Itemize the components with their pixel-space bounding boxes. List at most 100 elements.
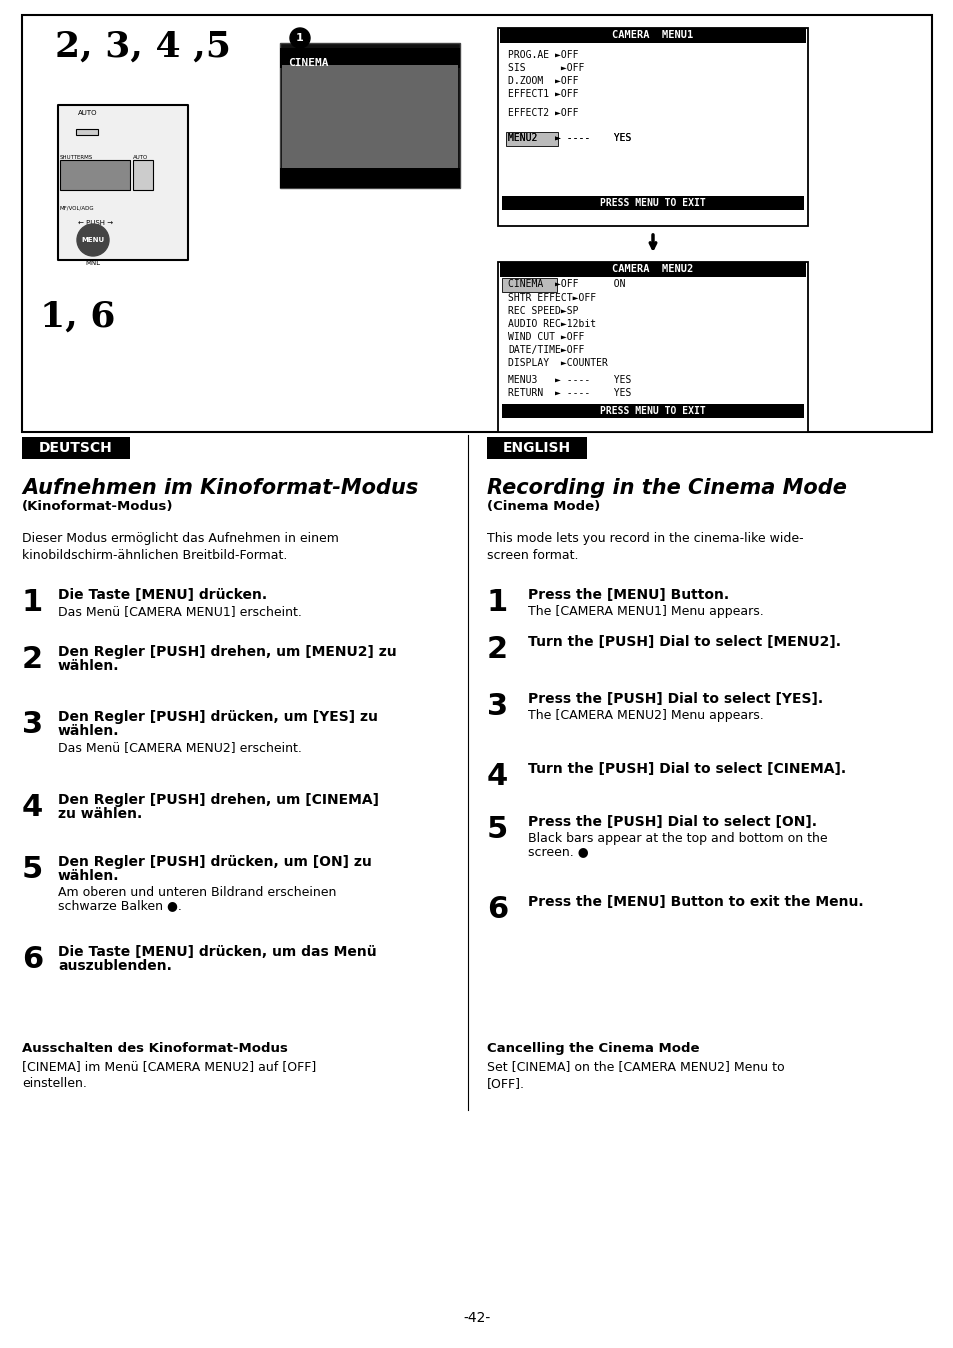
Text: Den Regler [PUSH] drehen, um [MENU2] zu: Den Regler [PUSH] drehen, um [MENU2] zu [58,644,396,659]
Text: AUTO: AUTO [78,111,97,116]
Bar [60,160,130,190]
Text: Am oberen und unteren Bildrand erscheinen: Am oberen und unteren Bildrand erscheine… [58,886,336,899]
Text: EFFECT1 ►OFF: EFFECT1 ►OFF [507,89,578,98]
Text: 1, 6: 1, 6 [40,301,115,334]
Text: 6: 6 [22,945,43,975]
Bar [486,437,586,460]
Text: -42-: -42- [463,1312,490,1325]
Text: Press the [PUSH] Dial to select [ON].: Press the [PUSH] Dial to select [ON]. [527,816,816,829]
Text: screen. ●: screen. ● [527,845,588,857]
Text: MNL: MNL [86,260,100,266]
Bar [280,43,459,187]
Text: Set [CINEMA] on the [CAMERA MENU2] Menu to
[OFF].: Set [CINEMA] on the [CAMERA MENU2] Menu … [486,1060,783,1091]
Text: Dieser Modus ermöglicht das Aufnehmen in einem
kinobildschirm-ähnlichen Breitbil: Dieser Modus ermöglicht das Aufnehmen in… [22,532,338,562]
Text: WIND CUT ►OFF: WIND CUT ►OFF [507,332,584,342]
Text: Den Regler [PUSH] drücken, um [YES] zu: Den Regler [PUSH] drücken, um [YES] zu [58,710,377,724]
Text: 4: 4 [22,793,43,822]
Text: 4: 4 [486,762,508,791]
Text: Turn the [PUSH] Dial to select [MENU2].: Turn the [PUSH] Dial to select [MENU2]. [527,635,841,648]
Bar [282,65,457,168]
Bar [132,160,152,190]
Text: 3: 3 [486,692,508,721]
Text: 6: 6 [486,895,508,923]
Text: Aufnehmen im Kinoformat-Modus: Aufnehmen im Kinoformat-Modus [22,479,417,497]
Text: (Cinema Mode): (Cinema Mode) [486,500,599,514]
Text: REC SPEED►SP: REC SPEED►SP [507,306,578,315]
Text: Press the [PUSH] Dial to select [YES].: Press the [PUSH] Dial to select [YES]. [527,692,822,706]
Text: CAMERA  MENU2: CAMERA MENU2 [612,264,693,274]
Text: ENGLISH: ENGLISH [502,441,571,456]
Text: 1: 1 [22,588,43,617]
Text: This mode lets you record in the cinema-like wide-
screen format.: This mode lets you record in the cinema-… [486,532,802,562]
Circle shape [77,224,109,256]
Text: Ausschalten des Kinoformat-Modus: Ausschalten des Kinoformat-Modus [22,1042,288,1055]
Bar [499,262,805,276]
Bar [499,28,805,43]
Text: 5: 5 [22,855,43,884]
Text: CINEMA  ►OFF      ON: CINEMA ►OFF ON [507,279,625,288]
Bar [497,28,807,226]
Text: Turn the [PUSH] Dial to select [CINEMA].: Turn the [PUSH] Dial to select [CINEMA]. [527,762,845,776]
Text: The [CAMERA MENU1] Menu appears.: The [CAMERA MENU1] Menu appears. [527,605,763,617]
Text: DATE/TIME►OFF: DATE/TIME►OFF [507,345,584,355]
Text: 1: 1 [486,588,508,617]
Text: D.ZOOM  ►OFF: D.ZOOM ►OFF [507,75,578,86]
Text: Den Regler [PUSH] drücken, um [ON] zu: Den Regler [PUSH] drücken, um [ON] zu [58,855,372,869]
Text: (Kinoformat-Modus): (Kinoformat-Modus) [22,500,173,514]
Bar [501,195,803,210]
Text: RETURN  ► ----    YES: RETURN ► ---- YES [507,388,631,398]
Text: Das Menü [CAMERA MENU2] erscheint.: Das Menü [CAMERA MENU2] erscheint. [58,741,301,754]
Text: wählen.: wählen. [58,869,119,883]
Text: CINEMA: CINEMA [288,58,328,67]
Text: PRESS MENU TO EXIT: PRESS MENU TO EXIT [599,406,705,417]
Bar [501,404,803,418]
Text: 2: 2 [486,635,508,665]
Bar [22,437,130,460]
Bar [22,15,931,431]
Text: 2, 3, 4 ,5: 2, 3, 4 ,5 [55,30,231,63]
Text: 2: 2 [22,644,43,674]
Text: The [CAMERA MENU2] Menu appears.: The [CAMERA MENU2] Menu appears. [527,709,763,723]
Text: Press the [MENU] Button to exit the Menu.: Press the [MENU] Button to exit the Menu… [527,895,862,909]
Bar [76,129,98,135]
Text: 5: 5 [486,816,508,844]
Text: MENU2   ► ----    YES: MENU2 ► ---- YES [507,133,631,143]
Text: CAMERA  MENU1: CAMERA MENU1 [612,30,693,40]
Text: AUDIO REC►12bit: AUDIO REC►12bit [507,319,596,329]
Text: schwarze Balken ●.: schwarze Balken ●. [58,899,182,913]
Text: MENU3   ► ----    YES: MENU3 ► ---- YES [507,375,631,386]
Text: Recording in the Cinema Mode: Recording in the Cinema Mode [486,479,846,497]
Text: MF/VOL/ADG: MF/VOL/ADG [60,205,94,210]
Text: DISPLAY  ►COUNTER: DISPLAY ►COUNTER [507,359,607,368]
Circle shape [290,28,310,49]
Text: ← PUSH →: ← PUSH → [78,220,113,226]
Bar [280,168,459,187]
Text: Die Taste [MENU] drücken, um das Menü: Die Taste [MENU] drücken, um das Menü [58,945,376,958]
Text: 1: 1 [295,32,304,43]
Text: Die Taste [MENU] drücken.: Die Taste [MENU] drücken. [58,588,267,603]
Text: PROG.AE ►OFF: PROG.AE ►OFF [507,50,578,61]
Bar [58,105,188,260]
Bar [497,262,807,431]
Text: auszublenden.: auszublenden. [58,958,172,973]
Text: DEUTSCH: DEUTSCH [39,441,112,456]
Text: Press the [MENU] Button.: Press the [MENU] Button. [527,588,728,603]
Text: Black bars appear at the top and bottom on the: Black bars appear at the top and bottom … [527,832,827,845]
Bar [501,278,557,293]
Text: SIS      ►OFF: SIS ►OFF [507,63,584,73]
Text: AUTO: AUTO [132,155,148,160]
Text: MENU: MENU [81,237,105,243]
Text: MENU2   ► ----    YES: MENU2 ► ---- YES [507,133,631,143]
Text: Das Menü [CAMERA MENU1] erscheint.: Das Menü [CAMERA MENU1] erscheint. [58,605,301,617]
Text: EFFECT2 ►OFF: EFFECT2 ►OFF [507,108,578,119]
Text: Cancelling the Cinema Mode: Cancelling the Cinema Mode [486,1042,699,1055]
Text: wählen.: wählen. [58,724,119,737]
Text: wählen.: wählen. [58,659,119,673]
Text: zu wählen.: zu wählen. [58,807,142,821]
Bar [505,132,558,146]
Text: PRESS MENU TO EXIT: PRESS MENU TO EXIT [599,198,705,208]
Text: Den Regler [PUSH] drehen, um [CINEMA]: Den Regler [PUSH] drehen, um [CINEMA] [58,793,378,807]
Text: [CINEMA] im Menü [CAMERA MENU2] auf [OFF]
einstellen.: [CINEMA] im Menü [CAMERA MENU2] auf [OFF… [22,1060,315,1091]
Bar [280,49,459,67]
Text: SHTR EFFECT►OFF: SHTR EFFECT►OFF [507,293,596,303]
